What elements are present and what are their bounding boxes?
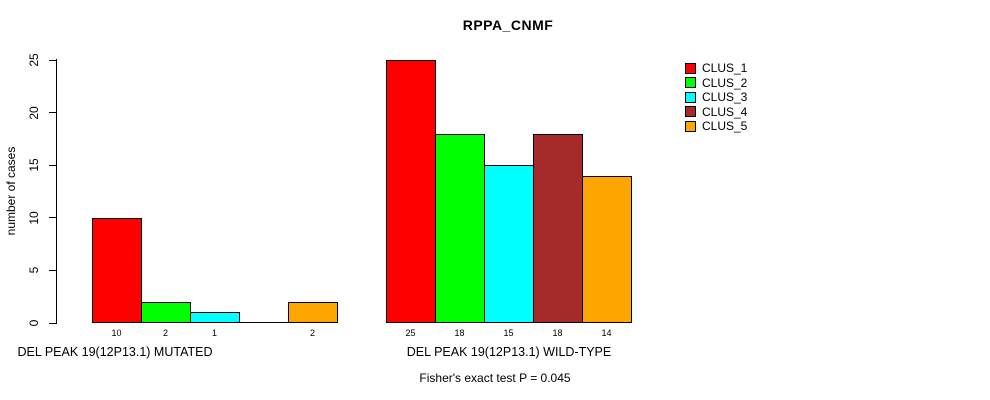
bar-clus_5-group1 [582, 175, 632, 323]
y-axis-tick-label: 5 [27, 267, 41, 274]
y-axis-tick-label: 0 [27, 319, 41, 327]
y-axis-tick-label: 15 [27, 158, 41, 172]
bar-clus_5-group0 [288, 301, 338, 323]
y-axis-tick [49, 322, 56, 324]
bar-value-label: 14 [601, 328, 612, 338]
legend-label: CLUS_2 [702, 75, 748, 90]
x-axis-group-label-mutated: DEL PEAK 19(12P13.1) MUTATED [17, 345, 213, 359]
legend-item: CLUS_2 [685, 76, 747, 91]
bar-clus_3-group1 [484, 165, 534, 323]
bar-clus_1-group0 [92, 217, 142, 323]
bar-clus_4-group1 [533, 133, 583, 323]
bar-value-label: 18 [454, 328, 465, 338]
bar-value-label: 2 [309, 328, 315, 338]
bar-value-label: 15 [503, 328, 514, 338]
bar-clus_3-group0 [190, 312, 240, 323]
bar-value-label: 25 [405, 328, 416, 338]
legend-swatch-clus-5 [685, 120, 696, 132]
legend-label: CLUS_5 [702, 119, 748, 134]
bar-value-label: 1 [211, 328, 217, 338]
y-axis-tick-label: 20 [27, 105, 41, 120]
bar-value-label: 18 [552, 328, 563, 338]
bar-clus_2-group0 [141, 301, 191, 323]
bar-clus_2-group1 [435, 133, 485, 323]
legend-swatch-clus-1 [685, 62, 696, 74]
y-axis-line [56, 59, 57, 324]
y-axis-tick [49, 269, 56, 271]
y-axis-tick [49, 112, 56, 114]
zero-height-bar-clus_4-group0 [239, 322, 289, 323]
legend-item: CLUS_4 [685, 105, 747, 120]
bar-value-label: 2 [162, 328, 168, 338]
x-axis-group-label-wild-type: DEL PEAK 19(12P13.1) WILD-TYPE [406, 345, 612, 359]
bar-value-label: 10 [111, 328, 122, 338]
legend-swatch-clus-2 [685, 77, 696, 89]
legend-swatch-clus-4 [685, 106, 696, 118]
legend-swatch-clus-3 [685, 91, 696, 103]
y-axis-tick-label: 25 [27, 53, 41, 67]
y-axis-tick [49, 164, 56, 166]
y-axis-tick [49, 217, 56, 219]
fisher-test-annotation: Fisher's exact test P = 0.045 [419, 371, 571, 385]
legend-item: CLUS_3 [685, 90, 747, 105]
legend-label: CLUS_3 [702, 90, 748, 105]
legend-item: CLUS_1 [685, 61, 747, 76]
bar-clus_1-group1 [386, 60, 436, 323]
legend-item: CLUS_5 [685, 119, 747, 134]
y-axis-tick-label: 10 [27, 211, 41, 225]
y-axis-tick [49, 59, 56, 61]
legend: CLUS_1 CLUS_2 CLUS_3 CLUS_4 CLUS_5 [685, 61, 747, 134]
legend-label: CLUS_4 [702, 104, 748, 119]
legend-label: CLUS_1 [702, 61, 748, 76]
y-axis-label: number of cases [4, 146, 18, 236]
chart-title: RPPA_CNMF [462, 17, 554, 33]
